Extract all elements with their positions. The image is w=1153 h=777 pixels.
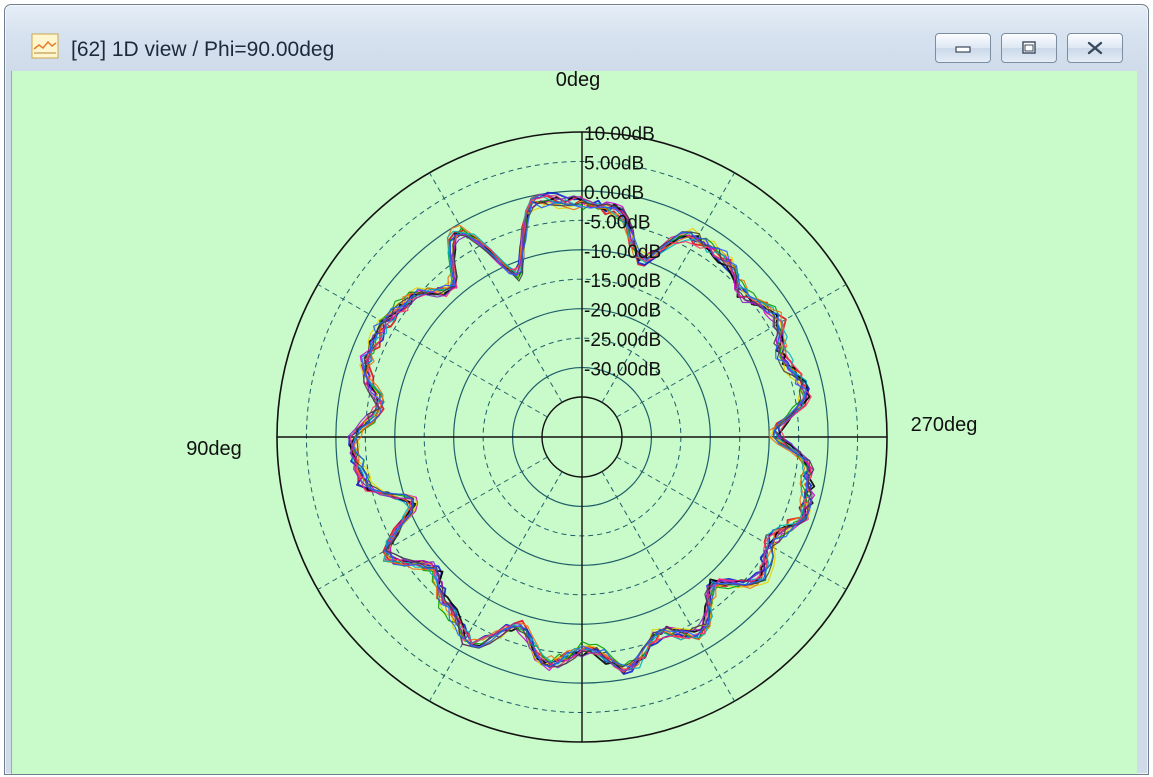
series-line: [350, 194, 808, 673]
close-button[interactable]: [1067, 33, 1123, 63]
series-line: [352, 199, 810, 668]
grid-spoke: [317, 456, 548, 590]
radial-tick-label: 0.00dB: [584, 183, 644, 204]
minimize-button[interactable]: [935, 33, 991, 63]
grid-spoke: [429, 172, 563, 403]
radial-tick-label: -20.00dB: [584, 301, 661, 322]
grid-spoke: [616, 284, 847, 418]
radial-tick-labels: 10.00dB 5.00dB 0.00dB -5.00dB -10.00dB -15.00…: [584, 124, 661, 381]
radial-tick-label: 5.00dB: [584, 153, 644, 174]
polar-plot: 0deg 90deg 270deg 10.00dB 5.00dB 0.00dB -5.…: [186, 71, 977, 743]
minimize-icon: [955, 46, 971, 53]
series-group: [346, 191, 816, 675]
angle-label-90deg: 90deg: [186, 438, 242, 460]
angle-label-0deg: 0deg: [556, 71, 601, 91]
close-icon: [1087, 41, 1103, 55]
app-window: [62] 1D view / Phi=90.00deg 0deg 90deg: [4, 4, 1149, 775]
series-line: [346, 193, 813, 671]
angle-label-270deg: 270deg: [911, 414, 978, 436]
radial-tick-label: -30.00dB: [584, 360, 661, 381]
grid-spoke: [601, 172, 735, 403]
window-title: [62] 1D view / Phi=90.00deg: [71, 38, 335, 61]
polar-grid: [276, 131, 888, 743]
chart-window-icon: [31, 33, 59, 59]
radial-tick-label: -5.00dB: [584, 212, 651, 233]
grid-spoke: [429, 471, 563, 702]
grid-spoke: [317, 284, 548, 418]
grid-spoke: [601, 471, 735, 702]
maximize-button[interactable]: [1001, 33, 1057, 63]
series-line: [348, 191, 813, 675]
label-group: 0deg 90deg 270deg: [186, 71, 977, 460]
plot-area: 0deg 90deg 270deg 10.00dB 5.00dB 0.00dB -5.…: [11, 71, 1137, 774]
series-line: [348, 193, 812, 674]
maximize-icon: [1022, 41, 1036, 54]
series-line: [349, 195, 812, 673]
radial-tick-label: -25.00dB: [584, 330, 661, 351]
radial-tick-label: -10.00dB: [584, 242, 661, 263]
radial-tick-label: -15.00dB: [584, 271, 661, 292]
radial-tick-label: 10.00dB: [584, 124, 655, 145]
title-bar[interactable]: [62] 1D view / Phi=90.00deg: [5, 5, 1148, 71]
series-line: [352, 200, 813, 668]
grid-spoke: [616, 456, 847, 590]
